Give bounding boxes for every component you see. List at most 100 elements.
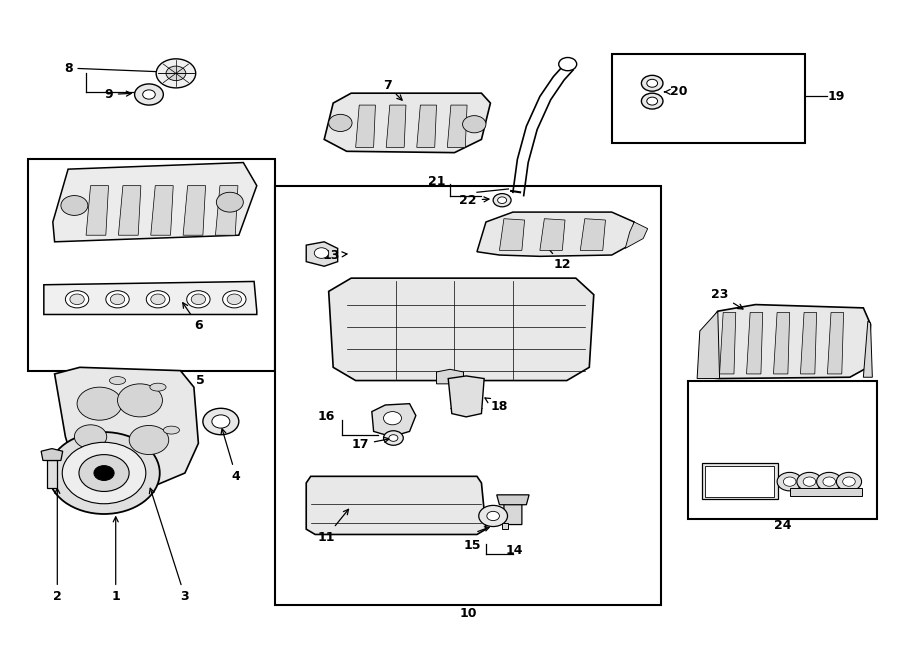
Circle shape — [647, 97, 658, 105]
Circle shape — [66, 291, 89, 308]
Circle shape — [61, 195, 88, 215]
Circle shape — [647, 79, 658, 87]
Text: 22: 22 — [459, 194, 489, 207]
Circle shape — [222, 291, 246, 308]
Circle shape — [642, 93, 663, 109]
Circle shape — [79, 455, 129, 491]
Polygon shape — [580, 218, 606, 250]
Text: 18: 18 — [485, 398, 508, 414]
Circle shape — [328, 115, 352, 132]
Text: 7: 7 — [382, 79, 402, 100]
Text: 9: 9 — [104, 88, 131, 101]
Polygon shape — [502, 522, 508, 529]
Polygon shape — [746, 312, 762, 374]
Circle shape — [118, 384, 162, 417]
Polygon shape — [372, 404, 416, 437]
Polygon shape — [800, 312, 816, 374]
Polygon shape — [306, 477, 486, 534]
Polygon shape — [119, 185, 141, 235]
Text: 2: 2 — [53, 489, 62, 603]
Circle shape — [212, 415, 230, 428]
Ellipse shape — [110, 377, 126, 385]
Text: 14: 14 — [506, 544, 524, 557]
Text: 16: 16 — [318, 410, 335, 424]
Bar — [688, 381, 877, 519]
Circle shape — [487, 511, 500, 520]
Circle shape — [216, 192, 243, 212]
Polygon shape — [53, 163, 256, 242]
Circle shape — [166, 66, 185, 81]
Circle shape — [75, 425, 107, 449]
Bar — [789, 489, 861, 496]
Circle shape — [111, 294, 125, 305]
Polygon shape — [386, 105, 406, 148]
Polygon shape — [356, 105, 375, 148]
Polygon shape — [55, 367, 198, 487]
Bar — [274, 185, 662, 605]
Ellipse shape — [163, 426, 179, 434]
Circle shape — [842, 477, 855, 487]
Circle shape — [202, 408, 238, 435]
Text: 8: 8 — [64, 62, 163, 75]
Text: 3: 3 — [149, 489, 189, 603]
Circle shape — [796, 473, 822, 491]
Circle shape — [109, 450, 136, 470]
Circle shape — [836, 473, 861, 491]
Text: 23: 23 — [711, 288, 743, 309]
Polygon shape — [328, 278, 594, 381]
Polygon shape — [306, 242, 338, 266]
Bar — [612, 54, 805, 143]
Polygon shape — [698, 311, 720, 379]
Circle shape — [498, 197, 507, 203]
Text: 24: 24 — [774, 520, 791, 532]
Text: 21: 21 — [428, 175, 446, 187]
Bar — [706, 466, 774, 496]
Circle shape — [227, 294, 241, 305]
Circle shape — [642, 75, 663, 91]
Circle shape — [389, 435, 398, 442]
Circle shape — [383, 412, 401, 425]
Text: 20: 20 — [665, 85, 688, 99]
Polygon shape — [477, 212, 634, 256]
Text: 10: 10 — [459, 607, 477, 620]
Polygon shape — [324, 93, 491, 153]
Text: 19: 19 — [828, 90, 845, 103]
Circle shape — [191, 294, 205, 305]
Circle shape — [130, 426, 168, 455]
Circle shape — [135, 84, 163, 105]
Circle shape — [493, 193, 511, 207]
Text: 17: 17 — [351, 438, 390, 451]
Ellipse shape — [150, 383, 166, 391]
Polygon shape — [497, 495, 529, 504]
Circle shape — [314, 248, 328, 258]
Polygon shape — [700, 305, 870, 379]
Polygon shape — [417, 105, 436, 148]
Polygon shape — [447, 105, 467, 148]
Text: 5: 5 — [196, 374, 204, 387]
Text: 13: 13 — [323, 248, 347, 261]
Circle shape — [94, 465, 114, 481]
Circle shape — [463, 116, 486, 133]
Text: 15: 15 — [464, 539, 482, 552]
Polygon shape — [720, 312, 736, 374]
Polygon shape — [183, 185, 205, 235]
Polygon shape — [827, 312, 843, 374]
Polygon shape — [436, 369, 464, 384]
Polygon shape — [500, 218, 525, 250]
Circle shape — [77, 387, 122, 420]
Polygon shape — [626, 222, 648, 248]
Polygon shape — [215, 185, 238, 235]
Polygon shape — [41, 449, 63, 461]
Text: 11: 11 — [317, 509, 348, 544]
Circle shape — [157, 59, 195, 88]
Polygon shape — [86, 185, 109, 235]
Circle shape — [816, 473, 842, 491]
Polygon shape — [863, 321, 872, 377]
Bar — [28, 160, 274, 371]
Circle shape — [823, 477, 835, 487]
Circle shape — [62, 442, 146, 504]
Circle shape — [559, 58, 577, 71]
Circle shape — [803, 477, 815, 487]
Polygon shape — [151, 185, 173, 235]
Bar — [702, 463, 778, 499]
